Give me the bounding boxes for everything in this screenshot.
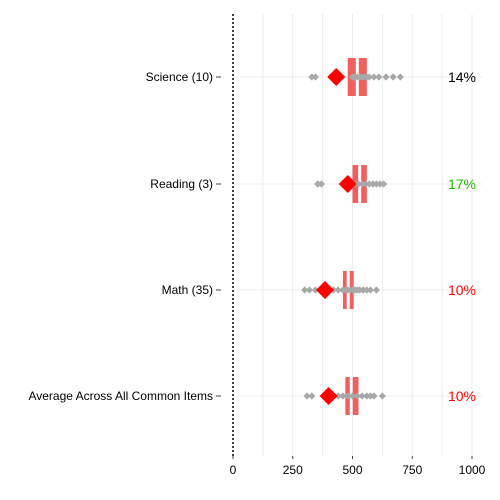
mean-marker: [327, 68, 346, 86]
data-point: [334, 286, 342, 294]
data-point: [344, 392, 352, 400]
data-point: [370, 392, 378, 400]
data-point: [370, 73, 378, 81]
data-point: [353, 392, 361, 400]
data-point: [366, 286, 375, 294]
category-label: Science (10): [146, 70, 213, 84]
data-point: [396, 73, 404, 81]
data-point: [358, 392, 366, 400]
x-tick-label: 250: [283, 463, 303, 477]
x-tick-label: 500: [342, 463, 362, 477]
data-point: [378, 392, 386, 400]
plot-rows: Science (10) 14% Reading (3) 17% Math (35) 10…: [28, 58, 476, 415]
data-point: [308, 392, 316, 400]
data-point: [389, 73, 397, 81]
row-1: Reading (3) 17%: [150, 165, 476, 203]
data-point: [311, 73, 320, 81]
row-0: Science (10) 14%: [146, 58, 476, 96]
category-label: Math (35): [162, 283, 213, 297]
data-point: [348, 392, 357, 400]
data-point: [372, 286, 380, 294]
x-tick-label: 750: [402, 463, 422, 477]
data-point: [365, 73, 373, 81]
row-3: Average Across All Common Items 10%: [28, 377, 476, 415]
x-tick-label: 0: [230, 463, 237, 477]
data-point: [334, 392, 342, 400]
data-point: [301, 286, 309, 294]
mean-marker: [319, 387, 338, 405]
row-2: Math (35) 10%: [162, 271, 476, 309]
percent-label: 10%: [448, 388, 476, 404]
data-point: [317, 180, 326, 188]
mean-marker: [338, 175, 357, 193]
data-point: [305, 286, 314, 294]
category-label: Average Across All Common Items: [28, 389, 213, 403]
percent-label: 14%: [448, 69, 476, 85]
percent-label: 10%: [448, 282, 476, 298]
category-label: Reading (3): [150, 177, 213, 191]
mean-marker: [316, 281, 335, 299]
x-axis: 0 250 500 750 1000: [230, 14, 486, 477]
data-point: [303, 392, 311, 400]
percent-label: 17%: [448, 176, 476, 192]
data-point: [311, 286, 320, 294]
data-point: [382, 73, 390, 81]
data-point: [339, 392, 347, 400]
data-point: [379, 180, 388, 188]
data-point: [375, 73, 383, 81]
x-tick-label: 1000: [459, 463, 486, 477]
